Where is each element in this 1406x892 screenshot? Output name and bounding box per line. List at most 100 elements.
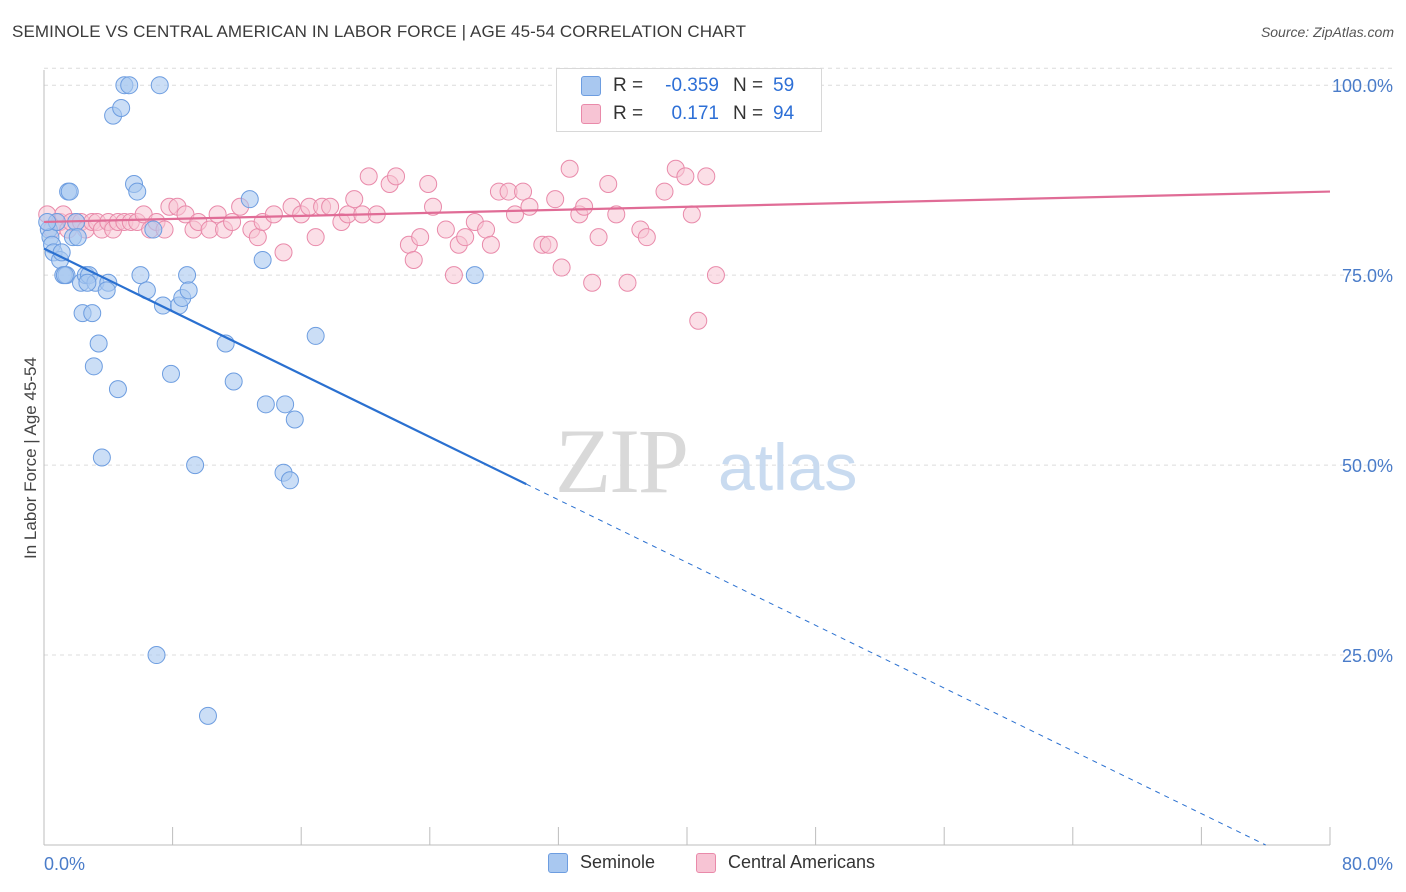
watermark-zip: ZIP bbox=[555, 410, 687, 512]
trend-lines bbox=[43, 190, 1331, 846]
central-americans-point bbox=[637, 228, 656, 247]
central-americans-point bbox=[477, 220, 496, 239]
y-tick-label: 25.0% bbox=[1342, 646, 1393, 666]
seminole-point bbox=[60, 182, 79, 201]
legend-n-label: N = bbox=[733, 103, 764, 124]
seminole-point bbox=[276, 395, 295, 414]
central-americans-point bbox=[264, 205, 283, 224]
central-americans-point bbox=[248, 228, 267, 247]
central-americans-point bbox=[583, 273, 602, 292]
central-americans-point bbox=[655, 182, 674, 201]
seminole-point bbox=[92, 448, 111, 467]
central-americans-point bbox=[560, 159, 579, 178]
seminole-point bbox=[68, 228, 87, 247]
legend-r-label: R = bbox=[613, 75, 644, 96]
legend-item-central: Central Americans bbox=[696, 852, 875, 873]
central-americans-point bbox=[682, 205, 701, 224]
seminole-point bbox=[97, 281, 116, 300]
seminole-point bbox=[83, 304, 102, 323]
legend-r-value: 0.171 bbox=[671, 103, 719, 124]
legend-r-value: -0.359 bbox=[665, 75, 719, 96]
seminole-point bbox=[179, 281, 198, 300]
legend-r-label: R = bbox=[613, 103, 644, 124]
legend-row-seminole: R = -0.359 N = 59 bbox=[581, 73, 813, 99]
central-americans-point bbox=[223, 212, 242, 231]
central-americans-point bbox=[546, 190, 565, 209]
central-americans-point bbox=[520, 197, 539, 216]
central-americans-point bbox=[404, 250, 423, 269]
seminole-point bbox=[256, 395, 275, 414]
central-americans-point bbox=[387, 167, 406, 186]
seminole-point bbox=[131, 266, 150, 285]
central-americans-point bbox=[689, 311, 708, 330]
seminole-point bbox=[198, 706, 217, 725]
central-americans-point bbox=[274, 243, 293, 262]
central-americans-point bbox=[697, 167, 716, 186]
central-americans-point bbox=[706, 266, 725, 285]
central-americans-point bbox=[424, 197, 443, 216]
central-americans-point bbox=[321, 197, 340, 216]
central-americans-point bbox=[589, 228, 608, 247]
central-americans-point bbox=[552, 258, 571, 277]
central-americans-point bbox=[575, 197, 594, 216]
seminole-point bbox=[144, 220, 163, 239]
seminole-point bbox=[280, 471, 299, 490]
seminole-point bbox=[285, 410, 304, 429]
seminole-legend-swatch bbox=[548, 852, 568, 873]
watermark-atlas: atlas bbox=[718, 430, 857, 504]
central-americans-trend-line bbox=[43, 190, 1331, 224]
gridlines bbox=[44, 67, 1395, 656]
seminole-point bbox=[178, 266, 197, 285]
seminole-trend-extension bbox=[526, 483, 1266, 846]
seminole-point bbox=[84, 357, 103, 376]
y-axis-label: In Labor Force | Age 45-54 bbox=[21, 357, 40, 559]
seminole-point bbox=[120, 76, 139, 95]
x-tick-label: 0.0% bbox=[44, 854, 85, 874]
central-americans-point bbox=[419, 174, 438, 193]
x-tick-label: 80.0% bbox=[1342, 854, 1393, 874]
y-tick-label: 75.0% bbox=[1342, 266, 1393, 286]
central-americans-point bbox=[345, 190, 364, 209]
seminole-point bbox=[147, 646, 166, 665]
legend-n-value: 59 bbox=[773, 75, 795, 96]
central-legend-swatch bbox=[696, 852, 716, 873]
central-legend-label: Central Americans bbox=[728, 852, 876, 872]
central-americans-point bbox=[411, 228, 430, 247]
seminole-legend-label: Seminole bbox=[580, 852, 656, 872]
seminole-point bbox=[186, 456, 205, 475]
seminole-point bbox=[112, 98, 131, 117]
seminole-point bbox=[465, 266, 484, 285]
y-tick-label: 50.0% bbox=[1342, 456, 1393, 476]
seminole-point bbox=[55, 266, 74, 285]
chart-source: Source: ZipAtlas.com bbox=[1260, 24, 1394, 40]
axes bbox=[43, 70, 1331, 846]
seminole-point bbox=[128, 182, 147, 201]
seminole-points bbox=[38, 76, 484, 725]
legend-item-seminole: Seminole bbox=[548, 852, 655, 873]
seminole-point bbox=[108, 380, 127, 399]
central-americans-point bbox=[514, 182, 533, 201]
seminole-point bbox=[78, 273, 97, 292]
central-americans-point bbox=[359, 167, 378, 186]
central-americans-point bbox=[444, 266, 463, 285]
central-americans-point bbox=[676, 167, 695, 186]
chart-title: SEMINOLE VS CENTRAL AMERICAN IN LABOR FO… bbox=[12, 22, 747, 41]
legend-row-central: R = 0.171 N = 94 bbox=[581, 101, 813, 127]
central-americans-point bbox=[539, 235, 558, 254]
central-americans-point bbox=[599, 174, 618, 193]
tick-labels: 25.0% 50.0% 75.0% 100.0% 0.0% 80.0% bbox=[44, 76, 1393, 874]
series-legend: Seminole Central Americans bbox=[0, 852, 1406, 878]
seminole-point bbox=[240, 190, 259, 209]
seminole-point bbox=[89, 334, 108, 353]
central-americans-point bbox=[436, 220, 455, 239]
seminole-point bbox=[306, 326, 325, 345]
seminole-point bbox=[150, 76, 169, 95]
central-americans-point bbox=[306, 228, 325, 247]
central-americans-point bbox=[456, 228, 475, 247]
seminole-point bbox=[161, 364, 180, 383]
seminole-point bbox=[253, 250, 272, 269]
central-americans-point bbox=[607, 205, 626, 224]
central-americans-point bbox=[481, 235, 500, 254]
correlation-legend: R = -0.359 N = 59 R = 0.171 N = 94 bbox=[556, 68, 822, 132]
